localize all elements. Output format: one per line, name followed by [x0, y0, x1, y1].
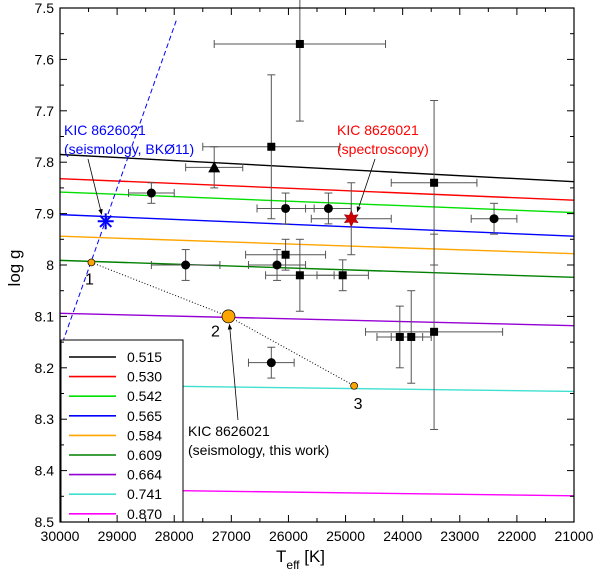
- legend-box: [60, 339, 184, 523]
- track-line-0.515: [60, 153, 574, 183]
- square-point-8: [430, 327, 439, 336]
- x-axis-label: Teff [K]: [276, 547, 325, 572]
- data-points: [97, 39, 499, 368]
- circle-point-0: [146, 188, 156, 198]
- track-line-0.609: [60, 259, 574, 279]
- x-tick-label: 26000: [269, 528, 308, 544]
- square-point-2: [430, 178, 439, 187]
- square-point-4: [295, 271, 304, 280]
- seismology-point-2: [221, 309, 236, 324]
- x-tick-label: 27000: [212, 528, 251, 544]
- seismology-point-1: [87, 258, 96, 267]
- y-tick-label: 7.8: [35, 154, 55, 170]
- track-line-0.584: [60, 235, 574, 255]
- x-tick-label: 30000: [41, 528, 80, 544]
- legend-label-0.515: 0.515: [127, 349, 162, 365]
- square-point-1: [267, 142, 276, 151]
- legend-label-0.741: 0.741: [127, 486, 162, 502]
- legend-label-0.542: 0.542: [127, 388, 162, 404]
- annotation-this-work-line1: KIC 8626021: [188, 423, 270, 439]
- red-star-point: [343, 210, 359, 228]
- x-tick-label: 24000: [383, 528, 422, 544]
- seismology-points: 1 2 3: [85, 258, 363, 413]
- x-axis-label-sub: eff: [286, 558, 300, 572]
- circle-point-5: [489, 214, 499, 224]
- arrow-to-this-work: [227, 323, 239, 421]
- y-tick-label: 7.6: [35, 51, 55, 67]
- error-bars: [128, 0, 518, 430]
- annotation-spectroscopy-line2: (spectroscopy): [337, 141, 429, 157]
- circle-point-3: [281, 203, 291, 213]
- arrow-to-bk11: [87, 158, 103, 215]
- legend: 0.515 0.530 0.542 0.565 0.584 0.609 0.664 0.741…: [60, 339, 184, 523]
- legend-label-0.530: 0.530: [127, 369, 162, 385]
- circle-point-1: [181, 260, 191, 270]
- axis-ticks: 30000 29000 28000 27000 26000 25000 24000 23000…: [35, 0, 594, 544]
- square-point-6: [395, 332, 404, 341]
- annotation-this-work-line2: (seismology, this work): [188, 442, 329, 458]
- legend-label-0.664: 0.664: [127, 467, 162, 483]
- seismology-point-label-1: 1: [85, 271, 94, 288]
- track-line-0.565: [60, 213, 574, 237]
- triangle-point-0: [208, 161, 221, 173]
- circle-point-4: [323, 203, 333, 213]
- y-tick-label: 7.5: [35, 0, 55, 16]
- annotation-bk11-line1: KIC 8626021: [64, 122, 146, 138]
- square-point-5: [338, 271, 347, 280]
- y-tick-label: 8: [46, 257, 54, 273]
- track-line-0.664: [60, 312, 574, 327]
- square-point-7: [407, 332, 416, 341]
- x-tick-label: 23000: [440, 528, 479, 544]
- y-tick-label: 7.9: [35, 206, 55, 222]
- annotation-bk11-line2: (seismology, BKØ11): [64, 141, 194, 157]
- seismology-point-label-3: 3: [354, 396, 363, 413]
- dashed-track: [60, 18, 178, 350]
- y-tick-label: 8.3: [35, 411, 55, 427]
- circle-point-2: [272, 260, 282, 270]
- legend-label-0.565: 0.565: [127, 408, 162, 424]
- x-tick-label: 25000: [326, 528, 365, 544]
- y-tick-label: 8.2: [35, 360, 55, 376]
- legend-label-0.870: 0.870: [127, 506, 162, 522]
- track-line-0.530: [60, 177, 574, 201]
- seismology-point-3: [350, 381, 358, 390]
- seismology-point-label-2: 2: [211, 323, 220, 340]
- model-tracks: [60, 153, 574, 497]
- legend-label-0.584: 0.584: [127, 427, 162, 443]
- annotation-spectroscopy-line1: KIC 8626021: [337, 122, 419, 138]
- x-axis-label-unit: [K]: [300, 547, 326, 566]
- legend-label-0.609: 0.609: [127, 447, 162, 463]
- y-tick-label: 7.7: [35, 103, 55, 119]
- x-axis-label-main: T: [276, 547, 286, 566]
- blue-star-ray: [99, 214, 113, 228]
- y-tick-label: 8.1: [35, 308, 55, 324]
- annotations: KIC 8626021 (seismology, BKØ11) KIC 862602…: [64, 122, 429, 458]
- y-tick-label: 8.4: [35, 463, 55, 479]
- circle-point-6: [266, 358, 276, 368]
- x-tick-label: 28000: [155, 528, 194, 544]
- square-point-0: [295, 39, 304, 48]
- square-point-3: [281, 250, 290, 259]
- x-tick-label: 29000: [98, 528, 137, 544]
- x-tick-label: 22000: [497, 528, 536, 544]
- track-line-0.542: [60, 191, 574, 214]
- arrow-to-spectroscopy: [356, 158, 376, 213]
- y-tick-label: 8.5: [35, 514, 55, 530]
- blue-star-point: [97, 213, 114, 230]
- dashed-track-line: [60, 18, 178, 350]
- y-axis-label: log g: [5, 250, 24, 287]
- x-tick-label: 21000: [555, 528, 594, 544]
